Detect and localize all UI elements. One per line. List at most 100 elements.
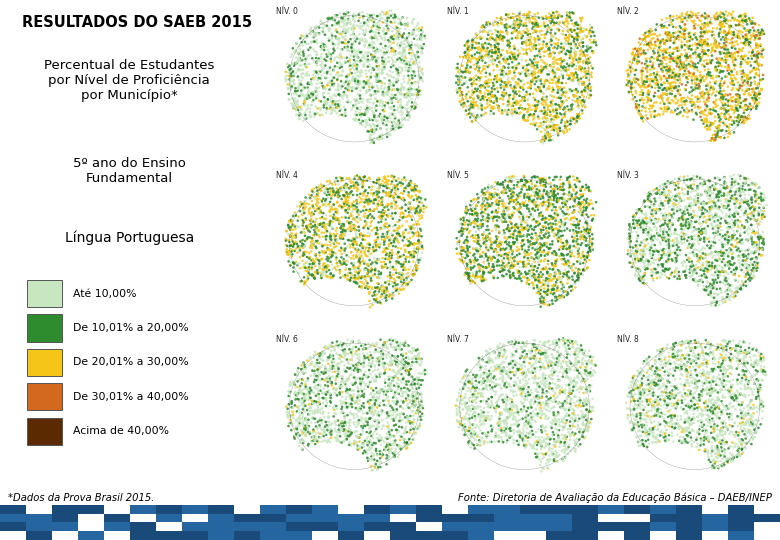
Bar <box>78 523 104 531</box>
Point <box>749 33 761 42</box>
Point <box>644 249 657 258</box>
Point <box>326 107 339 116</box>
Point <box>353 254 366 263</box>
Point <box>482 90 495 99</box>
Point <box>420 203 432 212</box>
Point <box>541 114 554 123</box>
Point <box>701 20 714 29</box>
Point <box>404 250 417 259</box>
Point <box>348 52 360 61</box>
Point <box>342 72 354 81</box>
Point <box>567 202 580 211</box>
Point <box>575 193 587 201</box>
Point <box>468 33 480 42</box>
Point <box>753 238 765 247</box>
Point <box>756 239 768 247</box>
Point <box>399 245 411 254</box>
Point <box>416 33 428 42</box>
Point <box>396 362 409 371</box>
Point <box>367 138 380 146</box>
Point <box>326 180 339 189</box>
Point <box>738 356 750 364</box>
Point <box>412 201 424 210</box>
Point <box>493 30 505 39</box>
Point <box>749 421 761 429</box>
Point <box>477 235 490 244</box>
Point <box>356 95 369 104</box>
Point <box>704 83 717 92</box>
Point <box>673 61 686 70</box>
Point <box>295 105 307 113</box>
Point <box>557 399 569 408</box>
Point <box>305 238 317 246</box>
Point <box>378 285 390 294</box>
Point <box>344 61 356 70</box>
Point <box>367 138 380 147</box>
Point <box>548 190 560 198</box>
Point <box>386 209 399 218</box>
Point <box>682 400 695 409</box>
Point <box>408 244 420 253</box>
Point <box>495 374 508 382</box>
Point <box>459 247 472 256</box>
Point <box>687 358 700 367</box>
Point <box>370 377 382 386</box>
Point <box>632 396 644 405</box>
Point <box>554 440 566 448</box>
Point <box>719 419 732 428</box>
Point <box>576 248 589 256</box>
Point <box>344 416 356 424</box>
Point <box>700 415 712 424</box>
Point <box>725 240 738 249</box>
Point <box>406 26 419 35</box>
Point <box>573 369 586 377</box>
Point <box>637 46 650 55</box>
Point <box>714 87 727 96</box>
Point <box>622 250 634 259</box>
Point <box>407 103 420 111</box>
Point <box>512 428 524 436</box>
Point <box>375 194 388 202</box>
Point <box>572 177 584 185</box>
Point <box>709 184 722 193</box>
Point <box>402 366 414 374</box>
Point <box>405 64 417 73</box>
Point <box>670 363 682 372</box>
Point <box>725 410 738 418</box>
Point <box>538 59 551 68</box>
Point <box>530 236 543 245</box>
Point <box>499 176 512 185</box>
Point <box>381 460 393 469</box>
Point <box>292 42 305 51</box>
Point <box>344 401 356 410</box>
Point <box>357 111 370 119</box>
Point <box>507 75 519 83</box>
Point <box>541 239 553 247</box>
Point <box>355 386 367 394</box>
Point <box>552 85 565 94</box>
Point <box>701 261 714 270</box>
Point <box>378 48 390 56</box>
Point <box>353 71 366 80</box>
Point <box>700 257 713 266</box>
Point <box>712 56 725 65</box>
Point <box>734 199 746 207</box>
Point <box>547 59 559 68</box>
Point <box>752 215 764 224</box>
Point <box>348 10 360 18</box>
Point <box>363 120 375 129</box>
Point <box>285 377 297 386</box>
Point <box>703 42 715 50</box>
Point <box>673 422 686 431</box>
Point <box>456 405 469 414</box>
Point <box>337 258 349 266</box>
Point <box>504 226 516 235</box>
Point <box>522 10 534 18</box>
Bar <box>338 514 364 523</box>
Point <box>569 40 582 49</box>
Point <box>491 87 504 96</box>
Point <box>740 16 753 24</box>
Point <box>706 271 718 279</box>
Point <box>473 233 485 242</box>
Point <box>477 82 490 91</box>
